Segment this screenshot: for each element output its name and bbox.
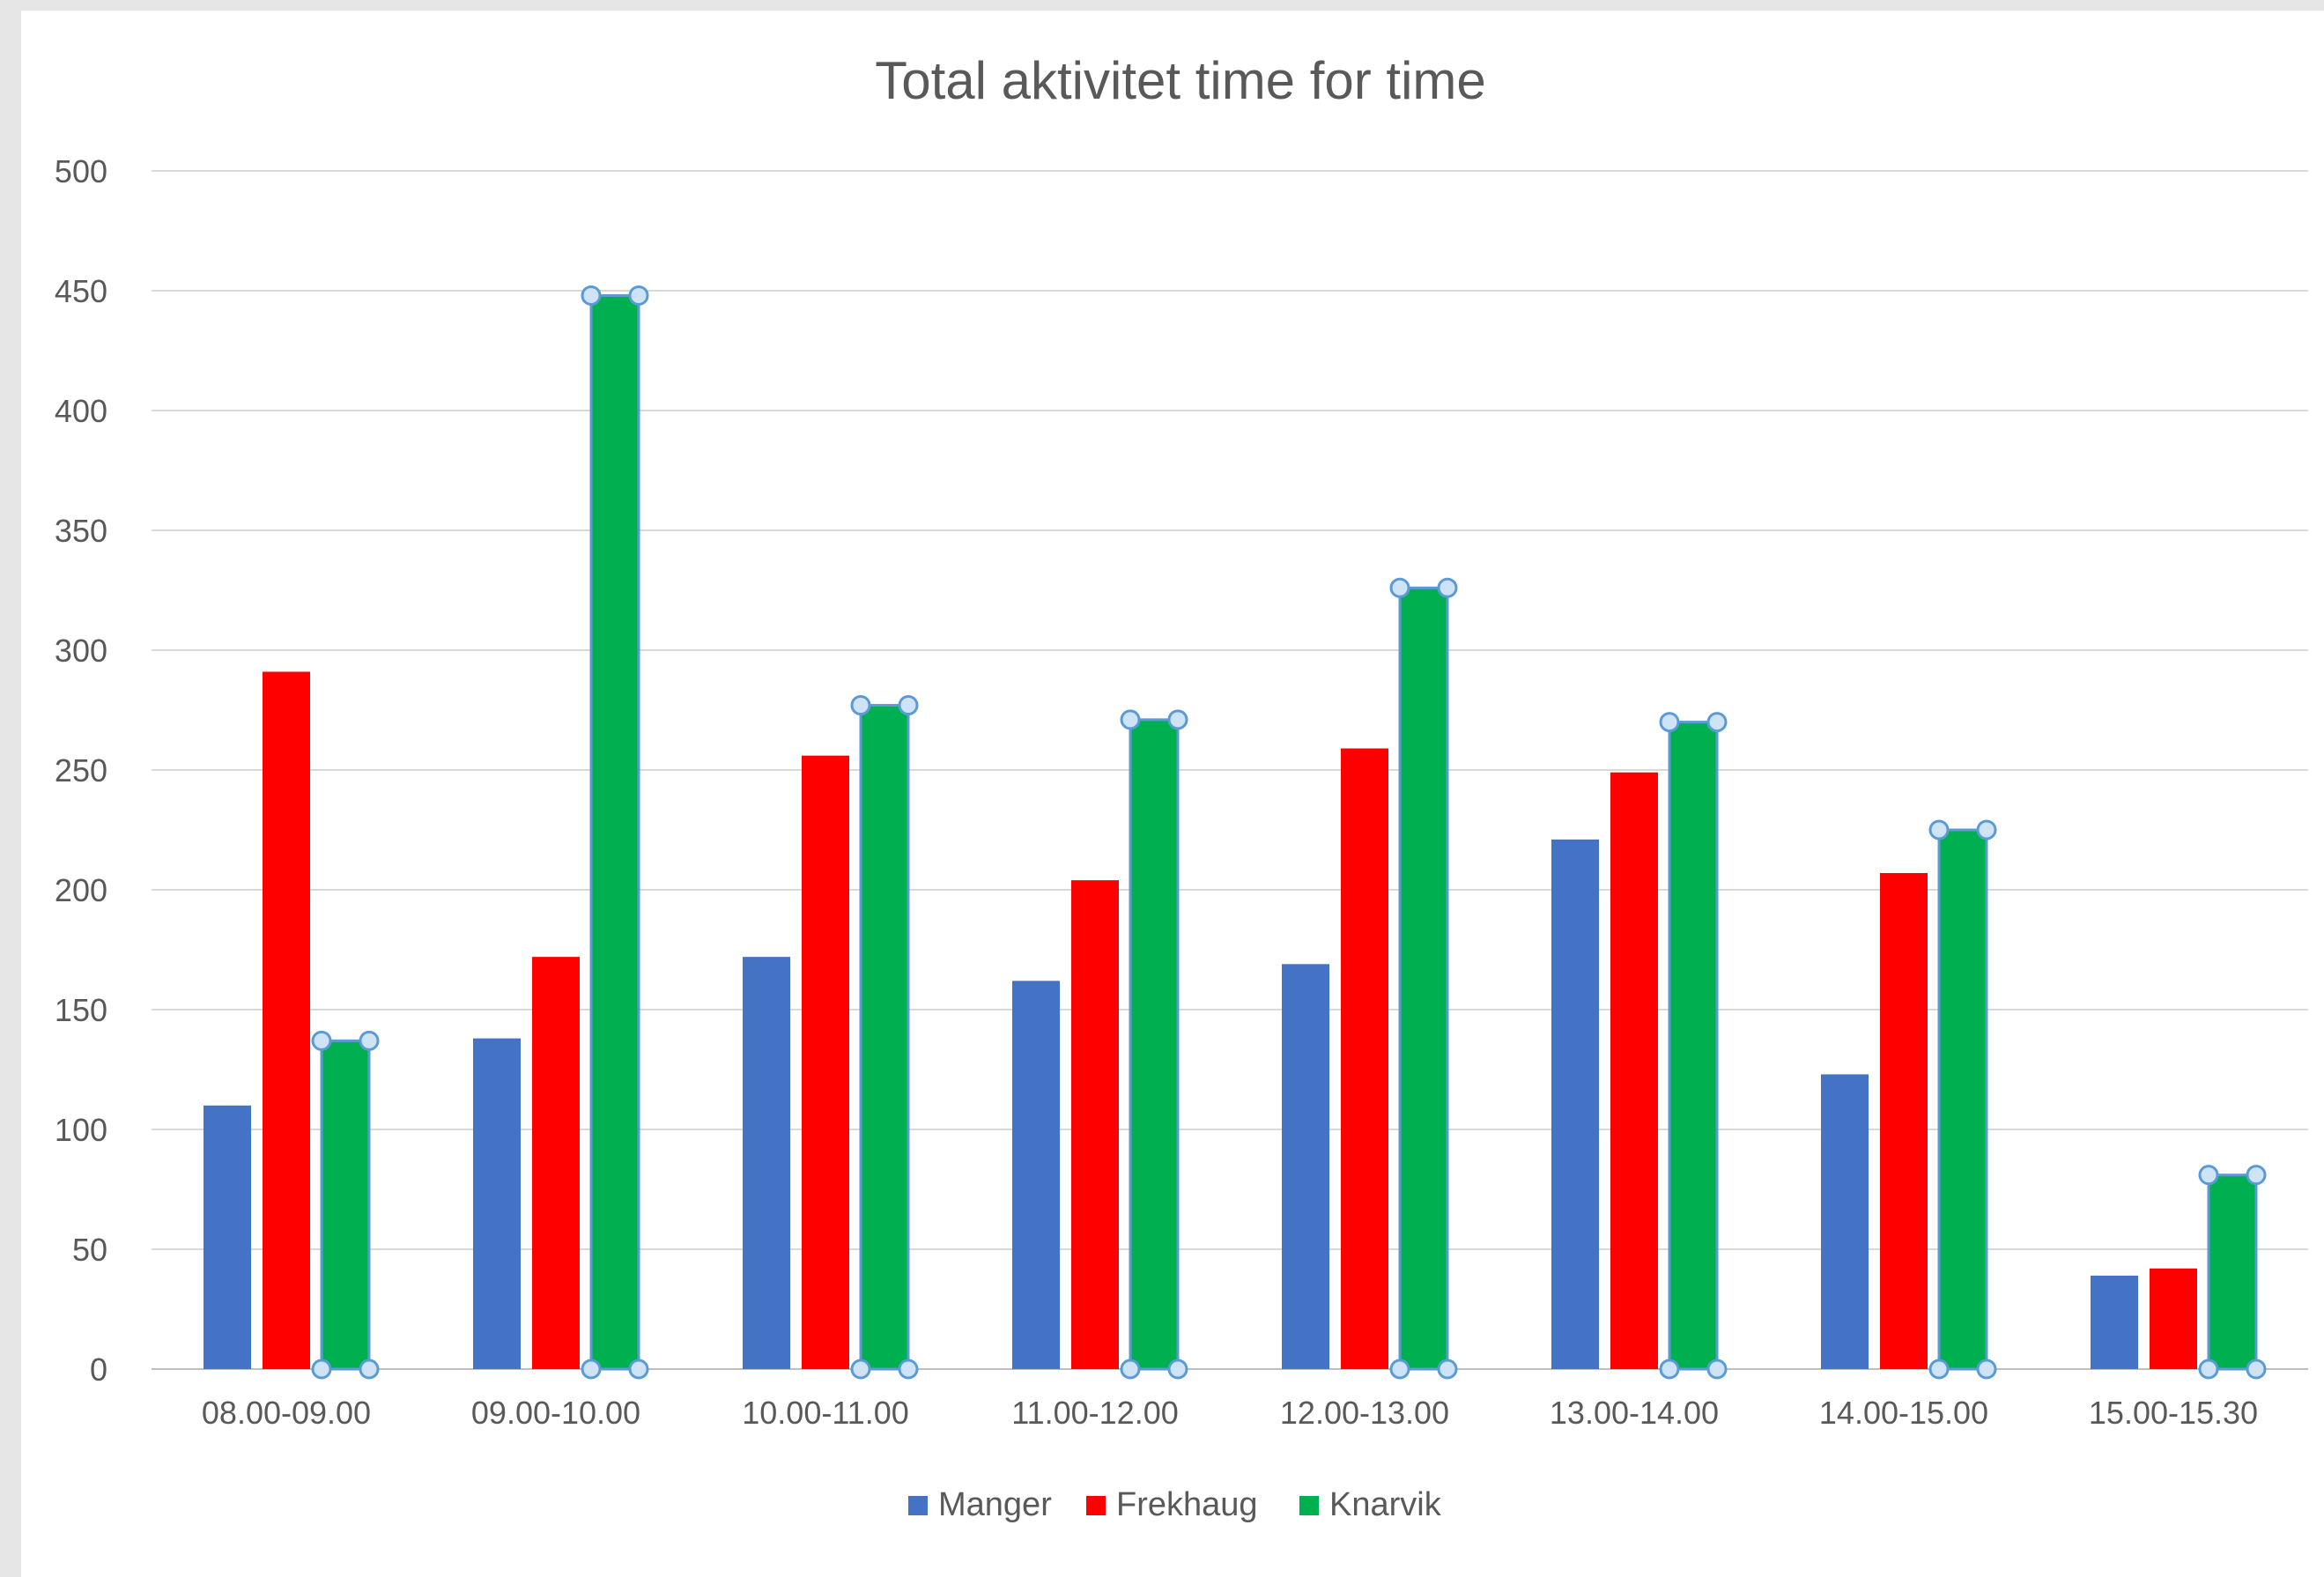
selection-handle[interactable] bbox=[311, 1030, 332, 1051]
selection-handle[interactable] bbox=[628, 285, 649, 306]
bar-frekhaug[interactable] bbox=[1071, 880, 1119, 1369]
selection-handle[interactable] bbox=[1389, 1359, 1410, 1380]
selection-handle[interactable] bbox=[1976, 1359, 1997, 1380]
x-tick-label: 15.00-15.30 bbox=[2089, 1395, 2258, 1431]
x-tick-label: 14.00-15.00 bbox=[1819, 1395, 1988, 1431]
selection-handle[interactable] bbox=[1120, 709, 1141, 730]
bar-manger[interactable] bbox=[1282, 964, 1329, 1369]
y-tick-label: 300 bbox=[55, 633, 107, 669]
bar-manger[interactable] bbox=[1012, 981, 1060, 1369]
selection-handle[interactable] bbox=[898, 1359, 919, 1380]
selection-handle[interactable] bbox=[311, 1359, 332, 1380]
selection-handle[interactable] bbox=[581, 1359, 602, 1380]
bars[interactable] bbox=[204, 293, 2258, 1371]
bar-knarvik[interactable] bbox=[2207, 1173, 2258, 1371]
bar-knarvik[interactable] bbox=[589, 293, 640, 1371]
selection-handle[interactable] bbox=[1659, 1359, 1680, 1380]
selection-handle[interactable] bbox=[1976, 819, 1997, 840]
y-tick-label: 0 bbox=[90, 1351, 107, 1388]
selection-handle[interactable] bbox=[1120, 1359, 1141, 1380]
bar-frekhaug[interactable] bbox=[1341, 748, 1388, 1369]
y-tick-label: 50 bbox=[72, 1232, 107, 1268]
y-tick-label: 400 bbox=[55, 393, 107, 429]
bar-frekhaug[interactable] bbox=[532, 957, 580, 1369]
bar-knarvik[interactable] bbox=[1668, 721, 1719, 1371]
selection-handle[interactable] bbox=[1706, 712, 1728, 733]
selection-handle[interactable] bbox=[359, 1030, 380, 1051]
bar-knarvik[interactable] bbox=[1398, 586, 1449, 1371]
selection-handle[interactable] bbox=[1659, 712, 1680, 733]
bar-frekhaug[interactable] bbox=[263, 671, 310, 1369]
bar-manger[interactable] bbox=[743, 957, 790, 1369]
selection-handle[interactable] bbox=[1167, 709, 1188, 730]
bar-knarvik[interactable] bbox=[1129, 718, 1180, 1371]
bar-manger[interactable] bbox=[204, 1105, 251, 1369]
bar-knarvik[interactable] bbox=[320, 1039, 371, 1371]
y-tick-label: 100 bbox=[55, 1112, 107, 1148]
selection-handle[interactable] bbox=[1167, 1359, 1188, 1380]
selection-handle[interactable] bbox=[581, 285, 602, 306]
selection-handle[interactable] bbox=[898, 695, 919, 716]
bar-frekhaug[interactable] bbox=[802, 755, 849, 1369]
chart-title: Total aktivitet time for time bbox=[875, 51, 1486, 110]
y-tick-label: 450 bbox=[55, 273, 107, 309]
bar-frekhaug[interactable] bbox=[2150, 1268, 2197, 1369]
selection-handles[interactable] bbox=[311, 285, 2267, 1380]
x-tick-label: 10.00-11.00 bbox=[742, 1395, 909, 1431]
bar-frekhaug[interactable] bbox=[1610, 772, 1658, 1369]
legend-label-knarvik[interactable]: Knarvik bbox=[1329, 1486, 1442, 1523]
legend-label-manger[interactable]: Manger bbox=[938, 1486, 1052, 1523]
selection-handle[interactable] bbox=[1437, 577, 1458, 598]
y-axis-tick-labels: 0 50 100 150 200 250 300 350 400 450 500 bbox=[55, 153, 107, 1388]
y-tick-label: 200 bbox=[55, 872, 107, 908]
selection-handle[interactable] bbox=[628, 1359, 649, 1380]
x-tick-label: 08.00-09.00 bbox=[202, 1395, 371, 1431]
bar-knarvik[interactable] bbox=[859, 704, 910, 1371]
y-tick-label: 500 bbox=[55, 153, 107, 189]
x-tick-label: 12.00-13.00 bbox=[1280, 1395, 1449, 1431]
selection-handle[interactable] bbox=[850, 695, 871, 716]
x-tick-label: 13.00-14.00 bbox=[1550, 1395, 1719, 1431]
selection-handle[interactable] bbox=[359, 1359, 380, 1380]
y-tick-label: 350 bbox=[55, 513, 107, 549]
bar-manger[interactable] bbox=[2091, 1275, 2138, 1369]
x-tick-label: 09.00-10.00 bbox=[471, 1395, 640, 1431]
selection-handle[interactable] bbox=[2198, 1165, 2219, 1186]
selection-handle[interactable] bbox=[1928, 1359, 1950, 1380]
chart-area[interactable]: Total aktivitet time for time 0 50 100 150 2… bbox=[21, 11, 2324, 1577]
legend[interactable]: Manger Frekhaug Knarvik bbox=[908, 1486, 1442, 1523]
y-tick-label: 150 bbox=[55, 992, 107, 1028]
selection-handle[interactable] bbox=[1706, 1359, 1728, 1380]
legend-swatch-knarvik[interactable] bbox=[1299, 1496, 1319, 1515]
bar-manger[interactable] bbox=[1821, 1074, 1869, 1369]
selection-handle[interactable] bbox=[1437, 1359, 1458, 1380]
bar-frekhaug[interactable] bbox=[1880, 872, 1928, 1369]
selection-handle[interactable] bbox=[2198, 1359, 2219, 1380]
legend-swatch-frekhaug[interactable] bbox=[1086, 1496, 1106, 1515]
x-axis-tick-labels: 08.00-09.00 09.00-10.00 10.00-11.00 11.00-1… bbox=[202, 1395, 2258, 1431]
selection-handle[interactable] bbox=[2246, 1165, 2267, 1186]
bar-chart[interactable]: Total aktivitet time for time 0 50 100 150 2… bbox=[21, 11, 2324, 1577]
y-tick-label: 250 bbox=[55, 752, 107, 788]
legend-swatch-manger[interactable] bbox=[908, 1496, 928, 1515]
bar-manger[interactable] bbox=[473, 1038, 521, 1369]
bar-knarvik[interactable] bbox=[1937, 828, 1988, 1371]
selection-handle[interactable] bbox=[1389, 577, 1410, 598]
bar-manger[interactable] bbox=[1551, 839, 1599, 1369]
selection-handle[interactable] bbox=[2246, 1359, 2267, 1380]
x-tick-label: 11.00-12.00 bbox=[1011, 1395, 1179, 1431]
selection-handle[interactable] bbox=[1928, 819, 1950, 840]
selection-handle[interactable] bbox=[850, 1359, 871, 1380]
legend-label-frekhaug[interactable]: Frekhaug bbox=[1116, 1486, 1258, 1523]
